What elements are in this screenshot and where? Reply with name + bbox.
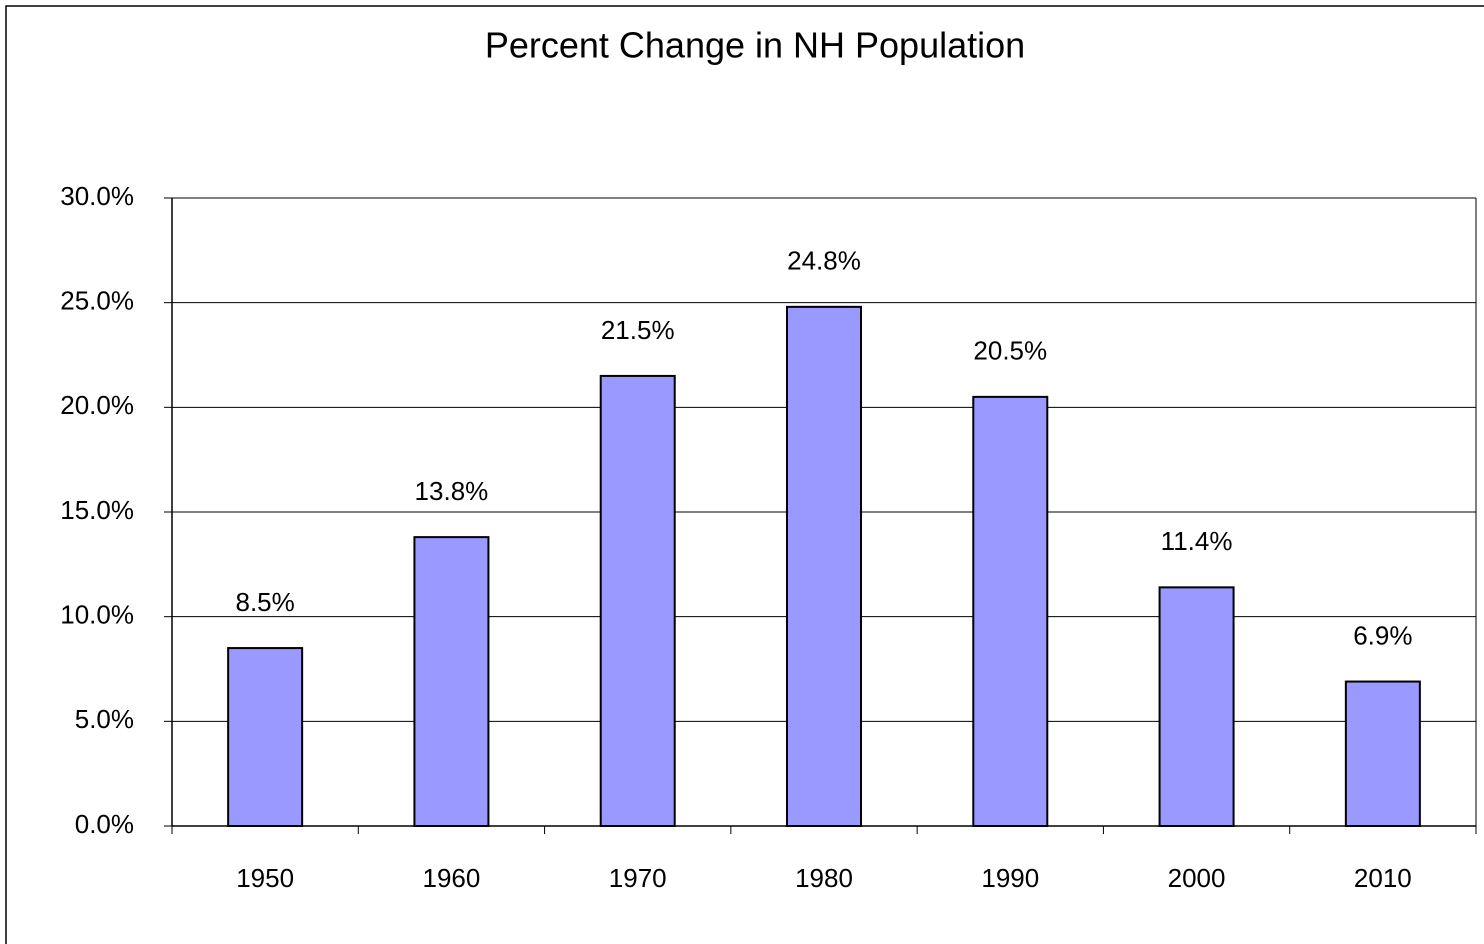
x-tick-label: 1960 (423, 863, 481, 893)
data-label: 13.8% (415, 476, 489, 506)
x-tick-label: 1970 (609, 863, 667, 893)
bar (413, 536, 490, 827)
y-tick-label: 25.0% (60, 286, 134, 316)
bar (1158, 586, 1235, 827)
bar (227, 647, 304, 827)
y-tick-label: 10.0% (60, 600, 134, 630)
data-label: 6.9% (1353, 620, 1412, 650)
y-tick-label: 15.0% (60, 495, 134, 525)
data-label: 20.5% (973, 336, 1047, 366)
x-tick-label: 2010 (1354, 863, 1412, 893)
bar (599, 374, 676, 827)
data-label: 21.5% (601, 315, 675, 345)
bar (1344, 680, 1421, 827)
y-tick-label: 5.0% (75, 704, 134, 734)
data-label: 24.8% (787, 246, 861, 276)
chart-title: Percent Change in NH Population (485, 25, 1025, 66)
x-tick-label: 2000 (1168, 863, 1226, 893)
x-tick-label: 1990 (981, 863, 1039, 893)
bar (786, 305, 862, 827)
data-label: 11.4% (1161, 526, 1233, 556)
x-tick-label: 1950 (236, 863, 294, 893)
y-tick-label: 20.0% (60, 390, 134, 420)
y-tick-label: 30.0% (60, 181, 134, 211)
y-tick-label: 0.0% (75, 809, 134, 839)
bar (972, 395, 1049, 827)
data-label: 8.5% (236, 587, 295, 617)
x-tick-label: 1980 (795, 863, 853, 893)
